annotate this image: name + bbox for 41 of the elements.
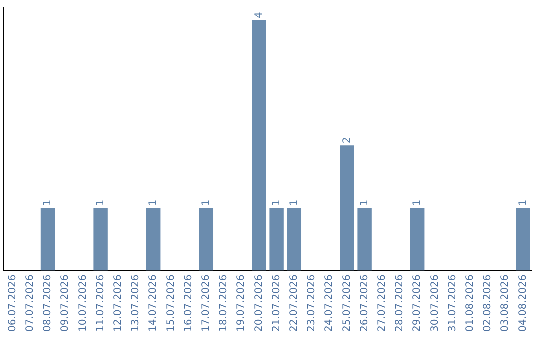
x-tick-label: 13.07.2026 bbox=[130, 274, 142, 332]
x-tick-label: 12.07.2026 bbox=[112, 274, 124, 332]
data-label: 1 bbox=[95, 200, 106, 206]
x-tick-label: 17.07.2026 bbox=[200, 274, 212, 332]
data-label: 1 bbox=[518, 200, 529, 206]
x-tick-label: 10.07.2026 bbox=[78, 274, 89, 332]
data-label: 1 bbox=[42, 200, 54, 206]
x-tick-label: 15.07.2026 bbox=[166, 274, 177, 332]
data-label: 1 bbox=[148, 200, 160, 206]
data-label: 1 bbox=[412, 200, 424, 206]
x-tick-label: 16.07.2026 bbox=[183, 274, 194, 332]
x-tick-label: 27.07.2026 bbox=[376, 274, 388, 332]
x-tick-label: 24.07.2026 bbox=[324, 274, 336, 332]
x-tick-label: 08.07.2026 bbox=[42, 274, 54, 332]
data-label: 2 bbox=[342, 137, 353, 144]
x-tick-label: 30.07.2026 bbox=[430, 274, 441, 332]
data-label: 1 bbox=[271, 200, 282, 206]
x-tick-label: 19.07.2026 bbox=[236, 274, 248, 332]
x-tick-label: 20.07.2026 bbox=[254, 274, 265, 332]
x-tick-label: 25.07.2026 bbox=[342, 274, 353, 332]
x-tick-label: 01.08.2026 bbox=[464, 274, 476, 332]
x-tick-label: 21.07.2026 bbox=[271, 274, 282, 332]
x-tick-label: 22.07.2026 bbox=[288, 274, 300, 332]
data-label: 1 bbox=[200, 200, 212, 206]
x-tick-label: 14.07.2026 bbox=[148, 274, 160, 332]
data-label: 4 bbox=[254, 12, 265, 19]
x-tick-label: 31.07.2026 bbox=[447, 274, 458, 332]
x-tick-label: 23.07.2026 bbox=[306, 274, 318, 332]
x-tick-label: 29.07.2026 bbox=[412, 274, 424, 332]
x-tick-label: 03.08.2026 bbox=[500, 274, 512, 332]
x-tick-label: 28.07.2026 bbox=[394, 274, 406, 332]
x-tick-label: 02.08.2026 bbox=[482, 274, 494, 332]
x-tick-label: 04.08.2026 bbox=[518, 274, 529, 332]
x-tick-label: 11.07.2026 bbox=[95, 274, 106, 332]
x-tick-label: 26.07.2026 bbox=[359, 274, 370, 332]
data-label: 1 bbox=[288, 200, 300, 206]
x-tick-label: 18.07.2026 bbox=[218, 274, 230, 332]
data-label: 1 bbox=[359, 200, 370, 206]
x-tick-label: 09.07.2026 bbox=[60, 274, 72, 332]
x-tick-label: 06.07.2026 bbox=[7, 274, 18, 332]
x-tick-label: 07.07.2026 bbox=[24, 274, 36, 332]
